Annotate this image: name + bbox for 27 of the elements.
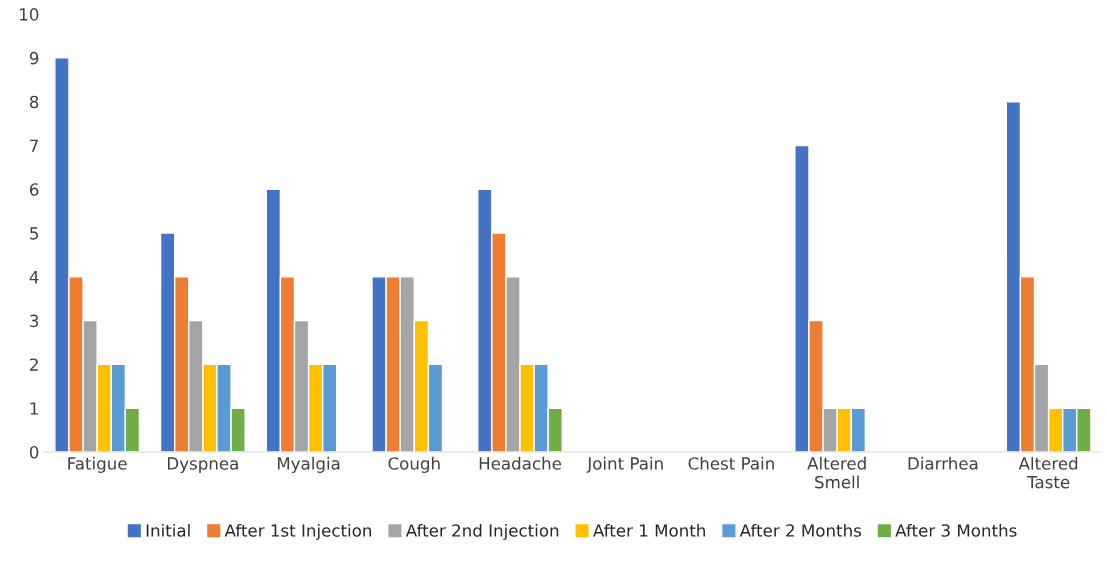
y-tick-label: 0 bbox=[29, 445, 39, 459]
y-tick-label: 9 bbox=[29, 51, 39, 65]
y-tick-label: 1 bbox=[30, 402, 38, 415]
y-tick-label: 3 bbox=[30, 314, 39, 328]
x-tick-label: Myalgia bbox=[277, 456, 340, 473]
y-tick-label: 2 bbox=[30, 358, 38, 371]
y-tick-label: 5 bbox=[30, 227, 38, 240]
x-tick-label: Altered Smell bbox=[807, 456, 866, 489]
y-tick-label: 6 bbox=[29, 183, 39, 196]
y-tick-label: 8 bbox=[29, 95, 39, 109]
x-tick-label: Chest Pain bbox=[688, 456, 774, 470]
legend-label: After 1 Month bbox=[593, 523, 705, 537]
x-tick-label: Altered Taste bbox=[1018, 456, 1078, 489]
x-tick-label: Joint Pain bbox=[586, 456, 663, 473]
y-tick-label: 7 bbox=[30, 139, 38, 152]
legend-label: Initial bbox=[146, 523, 190, 537]
x-tick-label: Dyspnea bbox=[168, 457, 238, 473]
x-tick-label: Cough bbox=[388, 456, 440, 473]
legend-label: After 2 Months bbox=[739, 523, 862, 537]
legend-label: After 1st Injection bbox=[224, 523, 372, 541]
legend-label: After 2nd Injection bbox=[405, 523, 559, 541]
y-tick-label: 4 bbox=[29, 271, 39, 284]
legend-label: After 3 Months bbox=[895, 523, 1017, 537]
x-tick-label: Headache bbox=[479, 456, 562, 470]
x-tick-label: Diarrhea bbox=[908, 456, 978, 470]
x-tick-label: Fatigue bbox=[68, 456, 127, 473]
y-tick-label: 10 bbox=[20, 8, 39, 21]
